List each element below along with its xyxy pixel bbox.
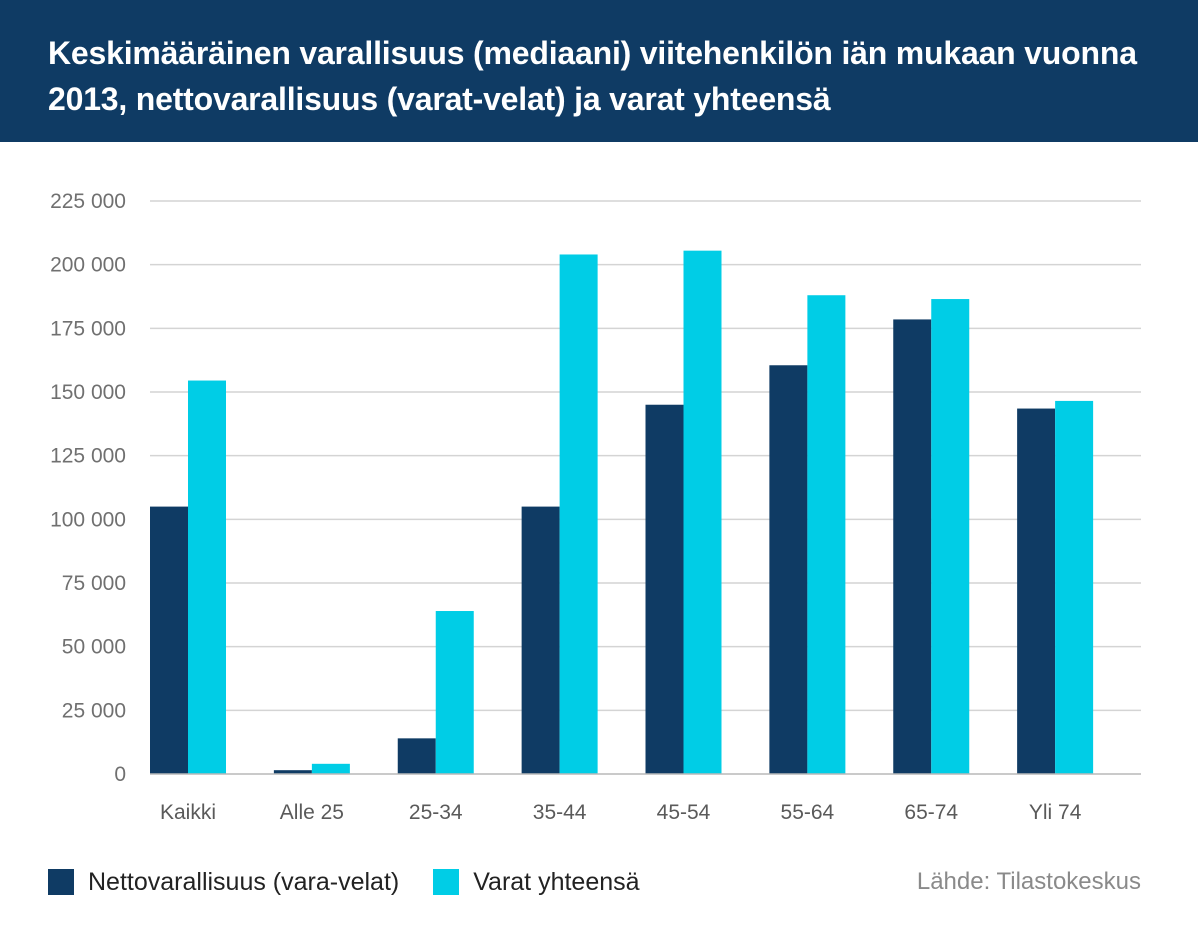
- bar-net: [397, 738, 436, 774]
- chart-title: Keskimääräinen varallisuus (mediaani) vi…: [48, 35, 1137, 117]
- legend-label-net: Nettovarallisuus (vara-velat): [88, 867, 400, 896]
- y-tick-label: 100 000: [50, 508, 126, 531]
- bar-assets: [188, 380, 226, 774]
- x-category-label: 65-74: [904, 801, 958, 824]
- y-tick-label: 200 000: [50, 254, 126, 277]
- y-tick-label: 225 000: [50, 190, 126, 213]
- bar-net: [893, 319, 932, 774]
- x-category-label: 45-54: [657, 801, 711, 824]
- bar-assets: [683, 250, 722, 774]
- bar-net: [521, 506, 560, 774]
- y-tick-label: 25 000: [62, 699, 126, 722]
- bar-chart: 0 25 000 50 000 75 000 100 000 125 000 150 000…: [50, 190, 1141, 824]
- x-category-label: 25-34: [409, 801, 463, 824]
- y-tick-label: 150 000: [50, 381, 126, 404]
- legend-item-net: Nettovarallisuus (vara-velat): [48, 868, 399, 897]
- legend-swatch-assets: [433, 869, 460, 895]
- bar-assets: [435, 611, 474, 774]
- bar-net: [1017, 408, 1056, 774]
- legend-label-assets: Varat yhteensä: [473, 867, 640, 896]
- bar-net: [150, 506, 188, 774]
- x-category-label: Alle 25: [280, 801, 344, 824]
- bar-assets: [311, 763, 350, 774]
- bar-assets: [931, 299, 970, 774]
- x-category-label: 35-44: [533, 801, 587, 824]
- bar-net: [273, 770, 312, 774]
- y-tick-label: 0: [114, 763, 126, 786]
- bar-net: [645, 404, 684, 774]
- legend-swatch-net: [48, 869, 74, 895]
- y-tick-label: 75 000: [62, 572, 126, 595]
- x-category-label: 55-64: [781, 801, 835, 824]
- source-note: Lähde: Tilastokeskus: [916, 868, 1141, 895]
- bar-assets: [559, 254, 598, 775]
- bar-assets: [807, 295, 846, 774]
- chart-header: Keskimääräinen varallisuus (mediaani) vi…: [0, 0, 1198, 142]
- y-tick-label: 50 000: [62, 636, 126, 659]
- bar-net: [769, 365, 808, 774]
- y-tick-label: 175 000: [50, 317, 126, 340]
- x-category-label: Kaikki: [160, 801, 216, 824]
- bar-assets: [1055, 400, 1094, 774]
- x-category-label: Yli 74: [1029, 801, 1082, 824]
- y-tick-label: 125 000: [50, 445, 126, 468]
- legend-item-assets: Varat yhteensä: [433, 867, 640, 897]
- legend: Nettovarallisuus (vara-velat) Varat yhte…: [48, 862, 674, 902]
